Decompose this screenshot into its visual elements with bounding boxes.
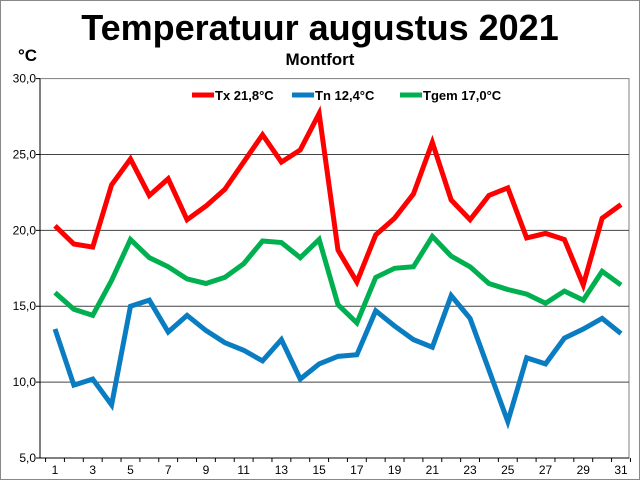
y-tick-label: 30,0 [13, 72, 37, 86]
x-tick-label: 25 [501, 463, 515, 477]
y-tick-label: 15,0 [13, 299, 37, 313]
chart-title: Temperatuur augustus 2021 [81, 7, 559, 48]
x-tick-label: 5 [127, 463, 134, 477]
plot-area [39, 78, 630, 459]
y-axis-label: °C [18, 46, 38, 65]
x-tick-label: 11 [237, 463, 250, 477]
x-tick-label: 21 [426, 463, 440, 477]
x-tick-label: 19 [388, 463, 402, 477]
y-tick-label: 10,0 [13, 375, 37, 389]
x-tick-label: 15 [312, 463, 326, 477]
x-tick-label: 1 [52, 463, 59, 477]
y-tick-label: 5,0 [19, 451, 36, 465]
y-tick-label: 25,0 [13, 147, 37, 161]
y-tick-label: 20,0 [13, 223, 37, 237]
x-tick-label: 27 [539, 463, 553, 477]
x-tick-label: 23 [463, 463, 477, 477]
x-tick-label: 31 [614, 463, 628, 477]
x-tick-label: 7 [165, 463, 172, 477]
x-tick-label: 13 [275, 463, 289, 477]
legend-label: Tn 12,4°C [315, 88, 375, 103]
legend-label: Tgem 17,0°C [423, 88, 502, 103]
legend-label: Tx 21,8°C [215, 88, 274, 103]
x-tick-label: 29 [577, 463, 591, 477]
x-tick-label: 17 [350, 463, 364, 477]
chart-subtitle: Montfort [285, 50, 355, 69]
x-tick-label: 9 [203, 463, 210, 477]
x-tick-label: 3 [89, 463, 96, 477]
